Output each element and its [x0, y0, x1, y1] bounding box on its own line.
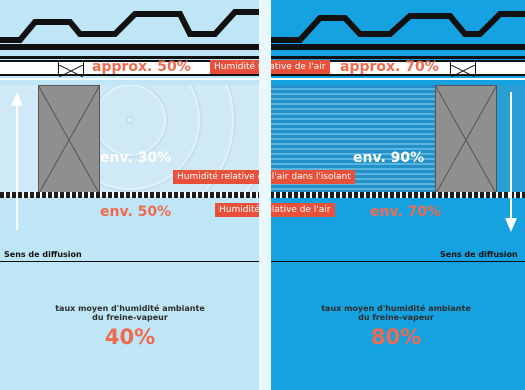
left-average-value: 40% — [104, 325, 156, 350]
left-diffusion-label: Sens de diffusion — [4, 250, 82, 259]
right-insulation-humidity: env. 90% — [353, 150, 425, 166]
left-average-line2: du freine-vapeur — [92, 313, 168, 323]
vent-box-right-icon — [450, 61, 476, 78]
left-average: taux moyen d'humidité ambiante du freine… — [40, 304, 220, 350]
right-top-humidity: approx. 70% — [340, 59, 439, 75]
right-average: taux moyen d'humidité ambiante du freine… — [306, 304, 486, 350]
left-insulation-humidity: env. 30% — [100, 150, 172, 166]
center-divider — [259, 0, 271, 390]
right-average-line1: taux moyen d'humidité ambiante — [321, 304, 471, 313]
left-top-humidity: approx. 50% — [92, 59, 191, 75]
left-average-line1: taux moyen d'humidité ambiante — [55, 304, 205, 313]
left-bottom-humidity: env. 50% — [100, 204, 172, 220]
vent-box-left-icon — [58, 61, 84, 78]
right-average-line2: du freine-vapeur — [358, 313, 434, 323]
arrow-up-icon — [11, 92, 23, 230]
rafter-right — [435, 85, 497, 195]
right-bottom-humidity: env. 70% — [370, 204, 442, 220]
label-humidite-air-bottom: Humidité relative de l'air — [215, 203, 335, 217]
rafter-left — [38, 85, 100, 195]
right-diffusion-label: Sens de diffusion — [440, 250, 518, 259]
right-average-value: 80% — [370, 325, 422, 350]
arrow-down-icon — [505, 92, 517, 232]
